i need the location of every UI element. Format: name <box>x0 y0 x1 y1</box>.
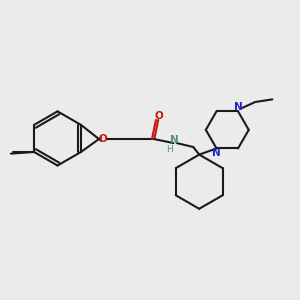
Text: N: N <box>212 148 220 158</box>
Text: N: N <box>234 102 243 112</box>
Text: O: O <box>99 134 107 144</box>
Text: O: O <box>154 111 163 121</box>
Text: H: H <box>166 145 173 154</box>
Text: N: N <box>170 135 179 145</box>
